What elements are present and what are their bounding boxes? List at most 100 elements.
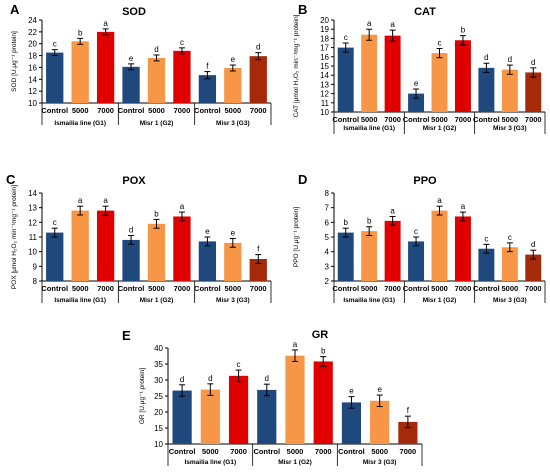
bar-d-g1-7000: [384, 220, 401, 281]
y-tick-label: 18: [28, 52, 37, 61]
bar-b-g3-7000: [525, 72, 542, 112]
y-tick-label: 7: [325, 204, 330, 213]
x-tick-label: 7000: [384, 115, 401, 124]
x-tick-label: 5000: [361, 284, 378, 293]
x-tick-label: 7000: [525, 284, 542, 293]
chart-title: GR: [312, 329, 329, 341]
x-tick-label: Control: [194, 106, 221, 115]
panel-letter: A: [10, 2, 20, 17]
group-label: Misr 1 (G2): [423, 125, 457, 132]
x-tick-label: Control: [473, 115, 500, 124]
x-tick-label: 5000: [72, 106, 89, 115]
y-tick-label: 14: [28, 75, 37, 84]
bar-d-g2-5000: [431, 210, 448, 281]
significance-letter: c: [484, 234, 488, 243]
x-tick-label: 5000: [148, 106, 165, 115]
significance-letter: d: [265, 374, 269, 383]
bar-e-g3-5000: [370, 400, 390, 444]
significance-letter: b: [343, 218, 348, 227]
significance-letter: e: [231, 228, 236, 237]
x-tick-label: 5000: [287, 447, 304, 456]
significance-letter: e: [231, 55, 236, 64]
panel-letter: C: [6, 172, 16, 187]
bar-b-g3-5000: [501, 69, 518, 112]
x-tick-label: Control: [332, 115, 359, 124]
group-label: Misr 1 (G2): [423, 297, 457, 304]
significance-letter: a: [461, 202, 466, 211]
significance-letter: d: [154, 45, 158, 54]
group-label: Misr 1 (G2): [140, 120, 174, 127]
bar-c-g3-5000: [224, 242, 242, 281]
x-tick-label: Control: [403, 284, 430, 293]
x-tick-label: 7000: [97, 284, 114, 293]
panel-letter: E: [122, 328, 131, 343]
x-tick-label: 5000: [148, 284, 165, 293]
bar-b-g2-7000: [454, 40, 471, 112]
significance-letter: d: [484, 53, 488, 62]
bar-e-g1-5000: [200, 389, 220, 444]
y-tick-label: 15: [154, 424, 163, 433]
y-tick-label: 8: [33, 277, 38, 286]
x-tick-label: Control: [41, 106, 68, 115]
panel-letter: D: [298, 172, 307, 187]
bar-e-g2-7000: [313, 361, 333, 444]
bar-a-g1-5000: [71, 41, 89, 103]
significance-letter: d: [531, 58, 535, 67]
bar-a-g3-control: [198, 75, 217, 103]
x-tick-label: 7000: [400, 447, 417, 456]
bar-c-g2-5000: [147, 223, 166, 281]
y-tick-label: 2: [325, 277, 330, 286]
significance-letter: c: [414, 227, 418, 236]
group-label: Ismailia line (G1): [54, 120, 106, 127]
bar-d-g3-control: [478, 248, 495, 281]
y-tick-label: 40: [154, 344, 163, 353]
x-tick-label: Control: [473, 284, 500, 293]
y-tick-label: 24: [28, 16, 37, 25]
significance-letter: d: [129, 226, 133, 235]
x-tick-label: 5000: [371, 447, 388, 456]
significance-letter: a: [293, 340, 298, 349]
significance-letter: c: [508, 233, 512, 242]
significance-letter: c: [237, 360, 241, 369]
y-tick-label: 30: [154, 376, 163, 385]
significance-letter: a: [78, 196, 83, 205]
x-tick-label: Control: [118, 284, 145, 293]
group-label: Misr 1 (G2): [278, 459, 312, 466]
x-tick-label: 7000: [455, 115, 472, 124]
bar-c-g2-control: [122, 239, 140, 281]
bar-e-g1-control: [172, 390, 192, 444]
bar-b-g1-7000: [384, 35, 401, 112]
significance-letter: a: [390, 206, 395, 215]
y-tick-label: 19: [320, 25, 329, 34]
x-tick-label: 5000: [501, 115, 518, 124]
bar-b-g2-5000: [431, 53, 448, 112]
y-tick-label: 12: [28, 87, 37, 96]
significance-letter: f: [257, 245, 260, 254]
y-tick-label: 13: [28, 204, 37, 213]
group-label: Misr 3 (G3): [363, 459, 397, 466]
bar-c-g3-7000: [249, 259, 267, 281]
y-tick-label: 14: [320, 71, 329, 80]
chart-title: PPO: [413, 175, 437, 187]
x-tick-label: Control: [169, 447, 196, 456]
x-tick-label: 7000: [97, 106, 114, 115]
bar-e-g3-control: [341, 402, 362, 444]
significance-letter: e: [377, 385, 382, 394]
x-tick-label: 7000: [250, 284, 267, 293]
significance-letter: c: [53, 40, 57, 49]
x-tick-label: Control: [118, 106, 145, 115]
group-label: Misr 3 (G3): [493, 297, 527, 304]
bar-e-g2-5000: [285, 355, 305, 444]
significance-letter: a: [367, 19, 372, 28]
y-tick-label: 14: [28, 189, 37, 198]
chart-title: CAT: [414, 6, 436, 18]
bar-d-g2-control: [408, 241, 425, 281]
bar-c-g3-control: [198, 241, 217, 281]
bar-e-g3-7000: [398, 421, 418, 444]
significance-letter: b: [78, 28, 83, 37]
y-tick-label: 15: [320, 62, 329, 71]
y-tick-label: 5: [325, 233, 330, 242]
y-tick-label: 12: [28, 218, 37, 227]
significance-letter: c: [53, 218, 57, 227]
